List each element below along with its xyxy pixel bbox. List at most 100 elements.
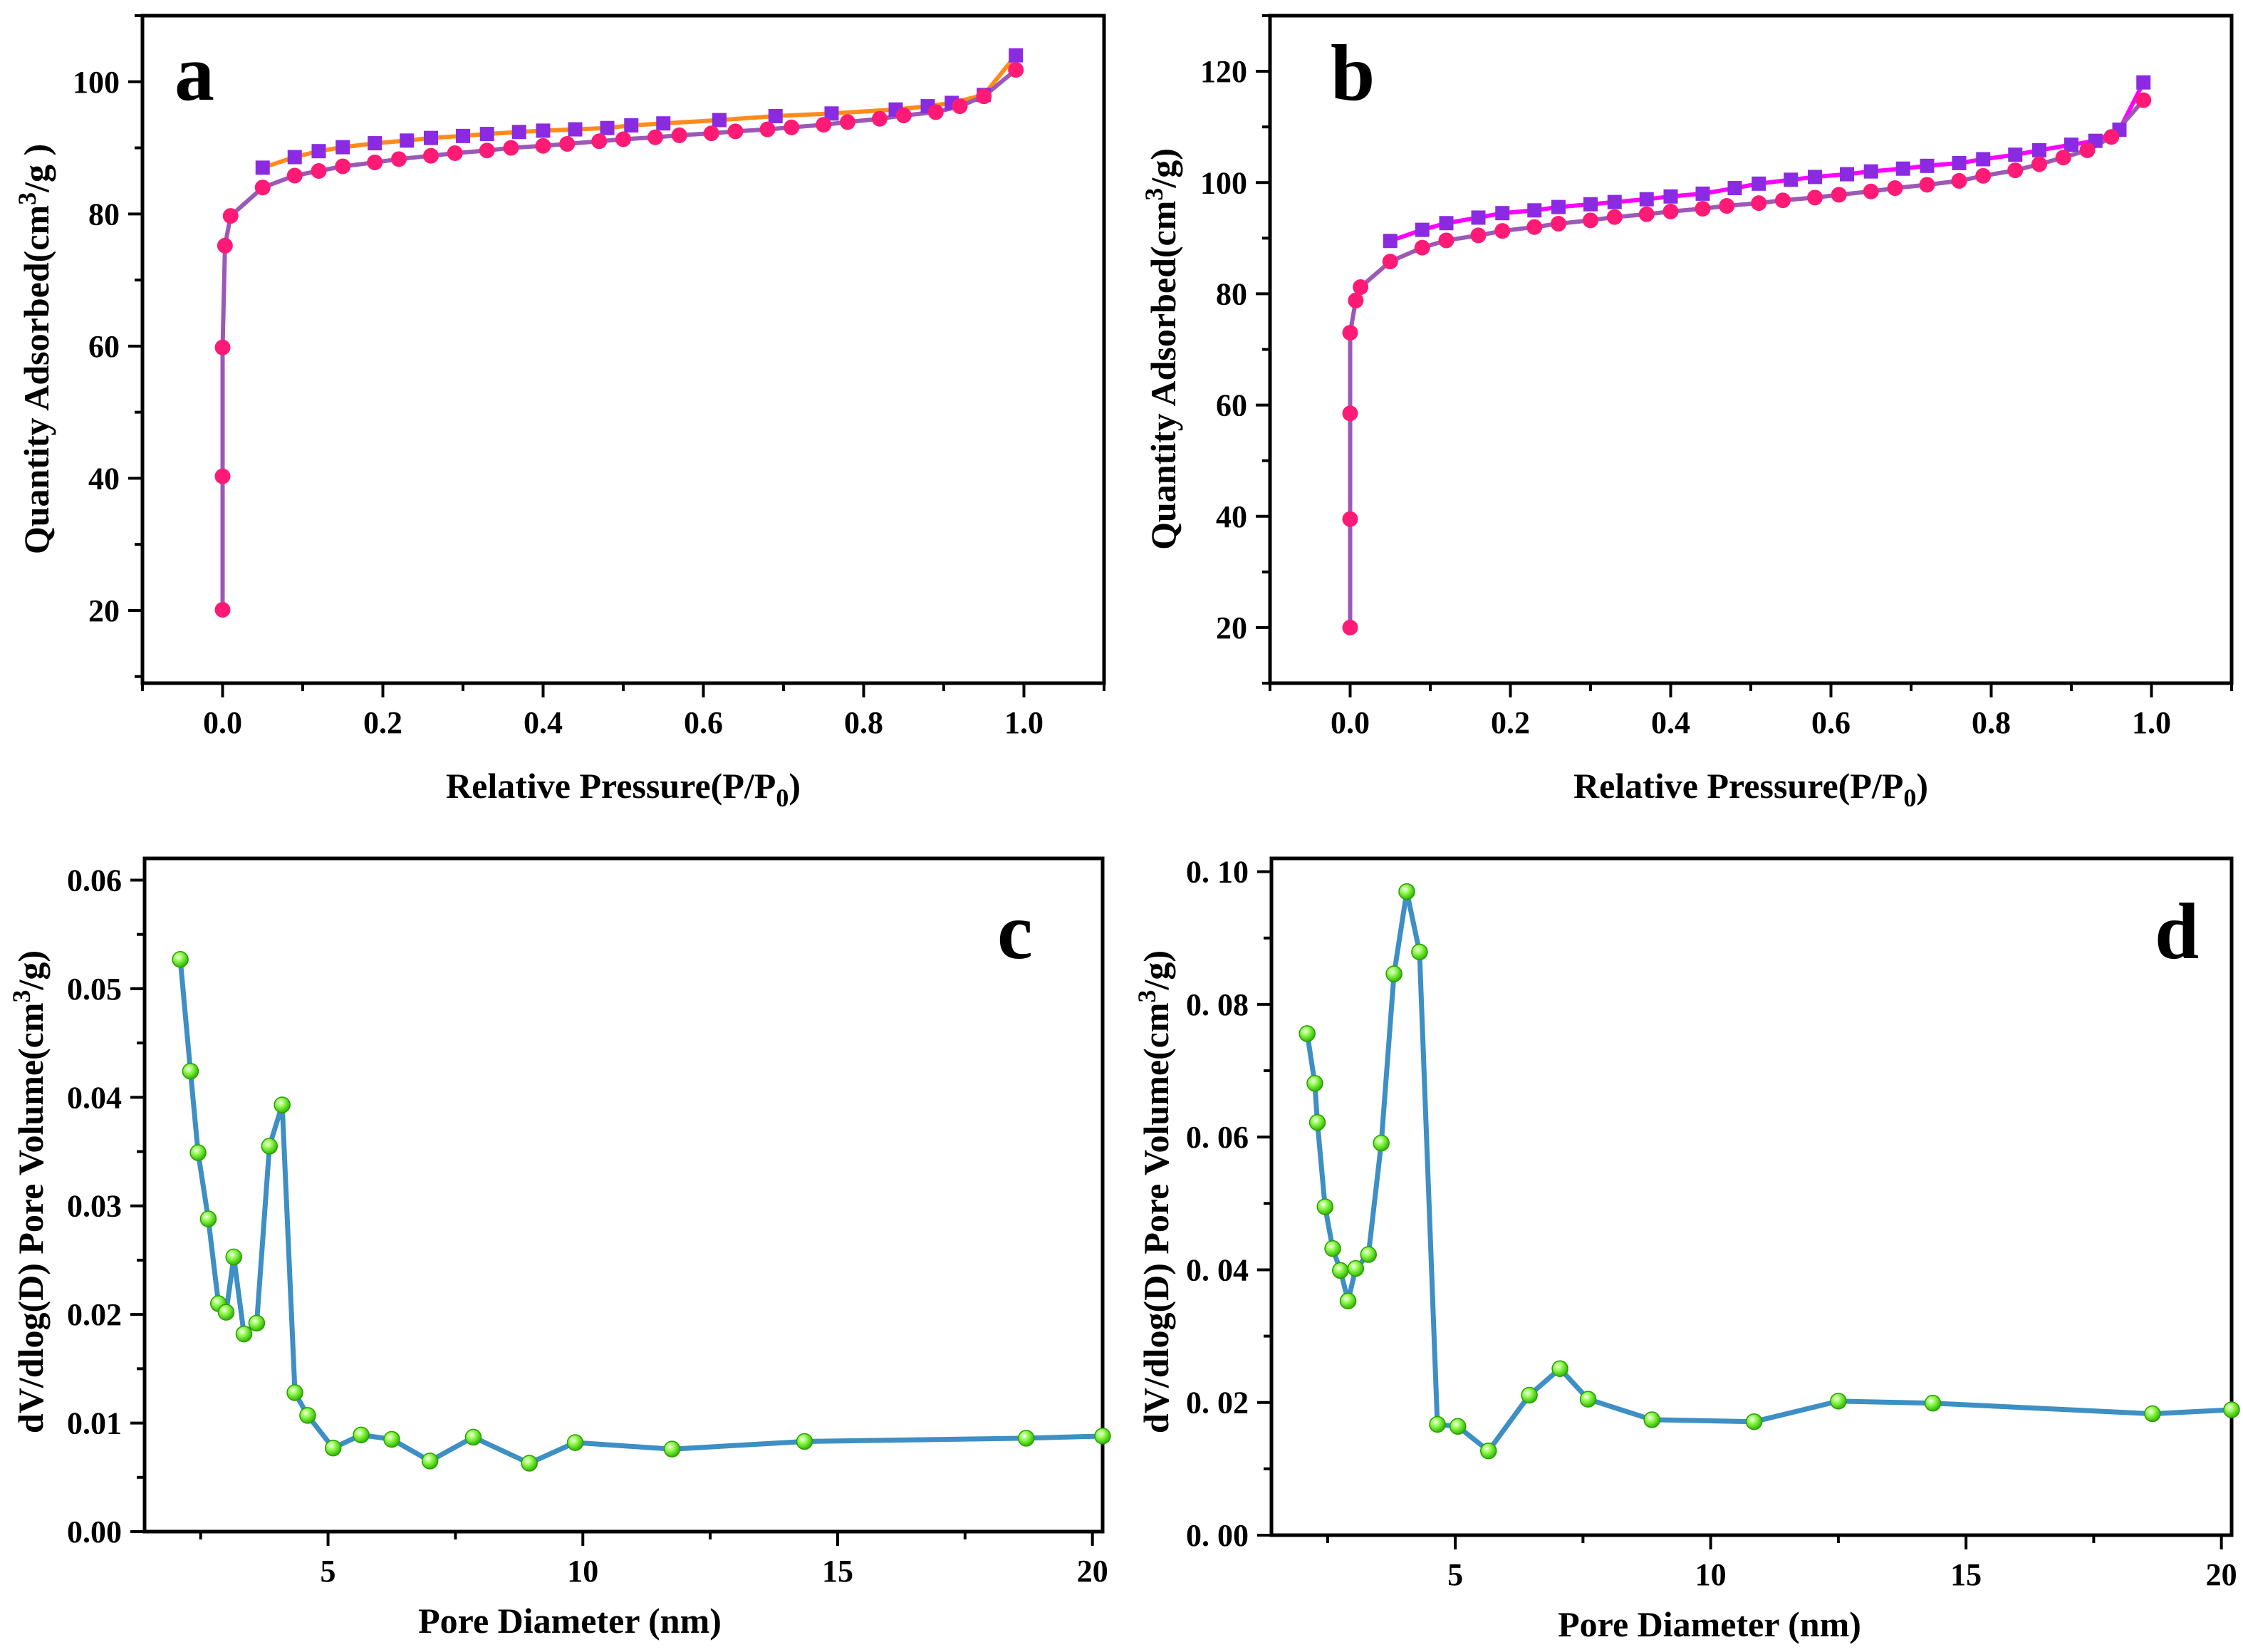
data-point-sphere (1745, 1413, 1763, 1430)
data-point-sphere (2144, 1405, 2161, 1423)
data-point-square (536, 123, 551, 138)
data-point-circle (1863, 183, 1879, 199)
data-point-circle (2007, 162, 2024, 179)
x-tick-label: 10 (567, 1554, 598, 1589)
data-point-sphere (1643, 1411, 1660, 1428)
data-point-sphere (189, 1144, 207, 1161)
data-point-circle (1438, 232, 1454, 249)
data-point-sphere (217, 1304, 235, 1321)
data-point-circle (1353, 279, 1369, 296)
data-point-square (568, 122, 583, 137)
panel-letter: c (997, 888, 1033, 976)
data-point-circle (1975, 167, 1992, 184)
data-point-square (1976, 152, 1991, 167)
panel-c: c Pore Diameter (nm) dV/dlog(D) Pore Vol… (7, 856, 1111, 1641)
data-point-sphere (1299, 1025, 1316, 1042)
x-tick-label: 0.2 (363, 705, 402, 740)
data-point-sphere (182, 1062, 199, 1080)
panel-a: a Relative Pressure(P/P0) Quantity Adsor… (13, 14, 1106, 812)
x-tick-label: 20 (1077, 1554, 1108, 1589)
data-point-square (511, 125, 526, 140)
data-point-sphere (1332, 1262, 1349, 1279)
y-tick-label: 0.02 (67, 1297, 122, 1332)
data-point-square (2008, 147, 2023, 162)
data-point-circle (872, 110, 888, 127)
y-tick-label: 20 (88, 593, 120, 628)
x-tick-label: 0.8 (1972, 705, 2011, 740)
data-point-circle (591, 133, 608, 150)
data-point-square (1663, 189, 1678, 204)
data-point-square (335, 140, 350, 155)
data-point-square (1920, 158, 1935, 173)
data-point-sphere (1830, 1393, 1847, 1410)
data-point-circle (1951, 172, 1967, 189)
data-point-square (1895, 161, 1910, 176)
data-point-sphere (1411, 943, 1428, 961)
data-point-circle (1606, 209, 1623, 225)
y-tick-label: 40 (88, 461, 120, 496)
data-point-circle (1751, 195, 1767, 212)
data-point-sphere (1094, 1428, 1111, 1445)
data-point-circle (214, 468, 231, 484)
data-point-circle (2055, 150, 2071, 166)
data-point-square (255, 160, 270, 175)
data-point-square (479, 127, 494, 142)
data-point-circle (1638, 206, 1655, 222)
data-point-square (1784, 172, 1799, 187)
data-point-circle (1342, 405, 1358, 422)
data-point-circle (1526, 219, 1543, 235)
data-point-sphere (199, 1210, 217, 1227)
y-tick-label: 80 (1216, 276, 1247, 311)
data-point-sphere (1449, 1418, 1467, 1435)
data-point-circle (447, 145, 463, 161)
x-tick-label: 1.0 (1004, 705, 1044, 740)
data-point-circle (816, 117, 832, 133)
data-point-circle (727, 123, 744, 140)
y-tick-label: 0. 10 (1186, 855, 1249, 890)
data-point-circle (311, 163, 327, 180)
axis-ticks: 5 10 15 20 0. 00 0. 02 0. 04 0. 06 0. 08 0. 10 (1186, 855, 2237, 1592)
panel-letter: b (1331, 29, 1375, 118)
data-point-circle (703, 125, 719, 142)
data-point-circle (784, 119, 800, 135)
panel-b: b Relative Pressure(P/P0) Quantity Adsor… (1140, 14, 2234, 812)
axis-ticks: 5 10 15 20 0.00 0.01 0.02 0.03 0.04 0.05 0.06 (67, 863, 1108, 1589)
data-point-circle (367, 154, 383, 170)
data-point-circle (1919, 177, 1935, 193)
data-point-square (456, 128, 470, 143)
data-point-square (1863, 164, 1878, 179)
data-point-square (1808, 170, 1822, 185)
series-layer (214, 48, 1024, 618)
data-point-circle (254, 180, 271, 196)
plot-frame (142, 856, 1105, 1534)
data-point-sphere (274, 1096, 291, 1113)
data-point-sphere (324, 1439, 342, 1457)
y-tick-label: 100 (1200, 165, 1247, 200)
data-point-sphere (1339, 1292, 1357, 1309)
x-tick-label: 0.6 (684, 705, 723, 740)
data-point-square (1439, 216, 1454, 231)
data-point-circle (840, 114, 855, 130)
series-layer (172, 951, 1111, 1472)
panel-d: d Pore Diameter (nm) dV/dlog(D) Pore Vol… (1133, 855, 2240, 1644)
data-point-circle (1342, 619, 1358, 635)
y-tick-label: 120 (1200, 54, 1247, 89)
plot-frame (140, 14, 1106, 685)
data-point-sphere (383, 1430, 400, 1448)
data-point-square (712, 113, 727, 128)
data-point-sphere (1373, 1134, 1390, 1152)
data-point-square (2032, 142, 2046, 157)
data-point-circle (479, 142, 495, 159)
y-tick-label: 20 (1216, 611, 1247, 645)
data-point-circle (1831, 187, 1847, 203)
data-point-circle (217, 237, 233, 254)
data-point-circle (1342, 511, 1358, 527)
data-point-sphere (225, 1248, 242, 1266)
panel-letter: a (175, 29, 214, 118)
y-tick-label: 40 (1216, 499, 1247, 534)
x-tick-label: 0.2 (1491, 705, 1530, 740)
y-tick-label: 0. 00 (1186, 1518, 1249, 1553)
data-point-square (1840, 167, 1854, 182)
data-point-square (1639, 192, 1654, 207)
data-point-sphere (421, 1453, 439, 1470)
